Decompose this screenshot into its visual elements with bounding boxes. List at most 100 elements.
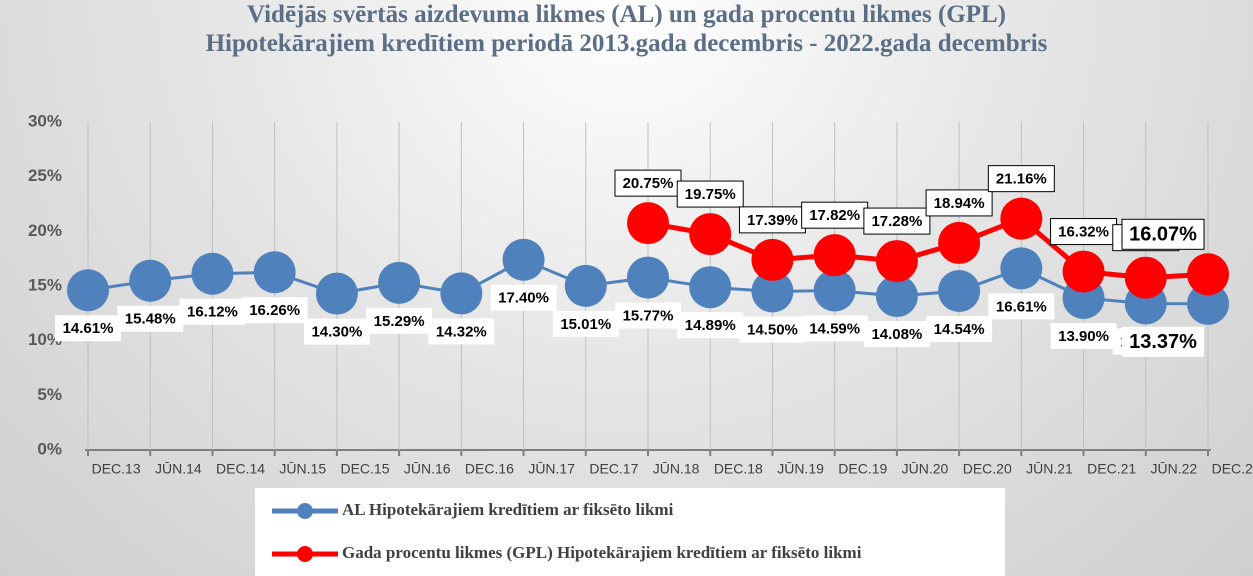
data-label-text: 16.32% (1058, 224, 1109, 241)
data-label-text: 16.61% (996, 298, 1047, 315)
data-label-text: 15.29% (374, 313, 425, 330)
data-label: 14.32% (428, 318, 495, 345)
data-label-box (179, 298, 246, 325)
x-tick-label: DEC.16 (465, 461, 514, 477)
marker (689, 266, 732, 309)
data-label-box (677, 312, 744, 339)
x-tick-label: JŪN.16 (404, 461, 451, 477)
data-label: 14.61% (55, 315, 121, 342)
y-tick-label: 30% (28, 111, 62, 130)
data-label-text: 14.59% (809, 320, 860, 337)
marker (875, 275, 918, 318)
x-tick-label: DEC.19 (838, 461, 887, 477)
marker (378, 261, 421, 304)
data-label-box (925, 189, 993, 217)
data-label-box (552, 310, 619, 337)
marker (1187, 282, 1229, 325)
data-label: 14.08% (863, 321, 930, 348)
marker (627, 256, 669, 299)
data-label-box (863, 321, 930, 348)
x-tick-label: DEC.20 (963, 461, 1012, 477)
marker (813, 269, 856, 312)
marker (1187, 253, 1229, 296)
x-tick-label: DEC.21 (1087, 461, 1136, 477)
x-tick-label: JŪN.19 (777, 461, 824, 477)
data-label-text: 21.16% (996, 171, 1047, 188)
data-label-text: 14.08% (871, 326, 922, 343)
data-label-text: 20.75% (623, 175, 674, 192)
series-line (647, 215, 1209, 281)
data-label: 13.90% (1050, 323, 1117, 350)
data-label-box (1050, 218, 1118, 246)
marker (253, 251, 296, 294)
data-label: 19.75% (676, 180, 744, 208)
data-label-box (1050, 323, 1117, 350)
marker (689, 213, 732, 256)
data-label-box (926, 316, 993, 343)
x-tick-label: JŪN.18 (653, 461, 700, 477)
x-tick-label: DEC.18 (714, 461, 763, 477)
data-label: 15.77% (615, 302, 681, 329)
data-label-text: 19.75% (685, 186, 736, 203)
x-tick-label: JŪN.15 (279, 461, 326, 477)
marker (67, 269, 109, 312)
data-label: 17.28% (863, 207, 931, 235)
data-label-box (863, 207, 931, 235)
x-tick-label: JŪN.17 (528, 461, 575, 477)
x-tick-label: JŪN.21 (1026, 461, 1073, 477)
marker (813, 234, 856, 277)
x-tick-label: JŪN.20 (902, 461, 949, 477)
legend-marker (297, 546, 313, 562)
marker (191, 252, 234, 295)
marker (1062, 250, 1105, 293)
data-label-box (303, 318, 370, 345)
data-label-box (987, 165, 1055, 193)
data-label: 20.75% (614, 169, 682, 197)
data-label-text: 17.28% (871, 213, 922, 230)
marker (1124, 256, 1167, 299)
y-tick-label: 0% (37, 439, 62, 458)
data-label: 14.54% (926, 316, 993, 343)
data-label-text: 16.26% (249, 302, 300, 319)
data-label-text: 17.82% (809, 207, 860, 224)
data-label-text: 18.94% (934, 195, 985, 212)
data-label-text: 14.54% (934, 321, 985, 338)
data-label-text: 16.12% (187, 304, 238, 321)
y-tick-label: 15% (28, 275, 62, 294)
marker (938, 221, 981, 264)
marker (938, 270, 981, 313)
data-label-text: 16.07% (1129, 224, 1197, 246)
data-label-box (366, 307, 433, 334)
chart-title: Vidējās svērtās aizdevuma likmes (AL) un… (205, 1, 1048, 57)
data-label-text: 14.32% (436, 323, 487, 340)
data-label: 15.01% (552, 310, 619, 337)
data-label: 16.12% (179, 298, 246, 325)
marker (751, 238, 794, 281)
y-tick-label: 10% (28, 330, 62, 349)
data-label-text: 14.50% (747, 321, 798, 338)
data-label: 16.61% (988, 293, 1055, 320)
marker (129, 259, 172, 302)
data-label-box (988, 293, 1055, 320)
data-label-box (801, 201, 869, 229)
x-tick-label: DEC.15 (340, 461, 389, 477)
data-label: 16.32% (1050, 218, 1118, 246)
data-label-box (241, 297, 308, 324)
data-label-box (117, 305, 184, 332)
data-label-text: 15.77% (623, 308, 674, 325)
legend-label: AL Hipotekārajiem kredītiem ar fiksēto l… (342, 500, 674, 519)
data-label: 14.30% (303, 318, 370, 345)
marker (502, 238, 545, 281)
y-tick-label: 25% (28, 166, 62, 185)
marker (875, 240, 918, 283)
marker (1000, 247, 1043, 290)
y-tick-label: 5% (37, 385, 62, 404)
data-label-text: 17.40% (498, 290, 549, 307)
data-label: 13.37% (1122, 326, 1204, 357)
data-label: 14.89% (677, 312, 744, 339)
marker (315, 272, 358, 315)
marker (440, 272, 483, 315)
x-tick-label: DEC.14 (216, 461, 265, 477)
data-label: 14.59% (801, 315, 868, 342)
